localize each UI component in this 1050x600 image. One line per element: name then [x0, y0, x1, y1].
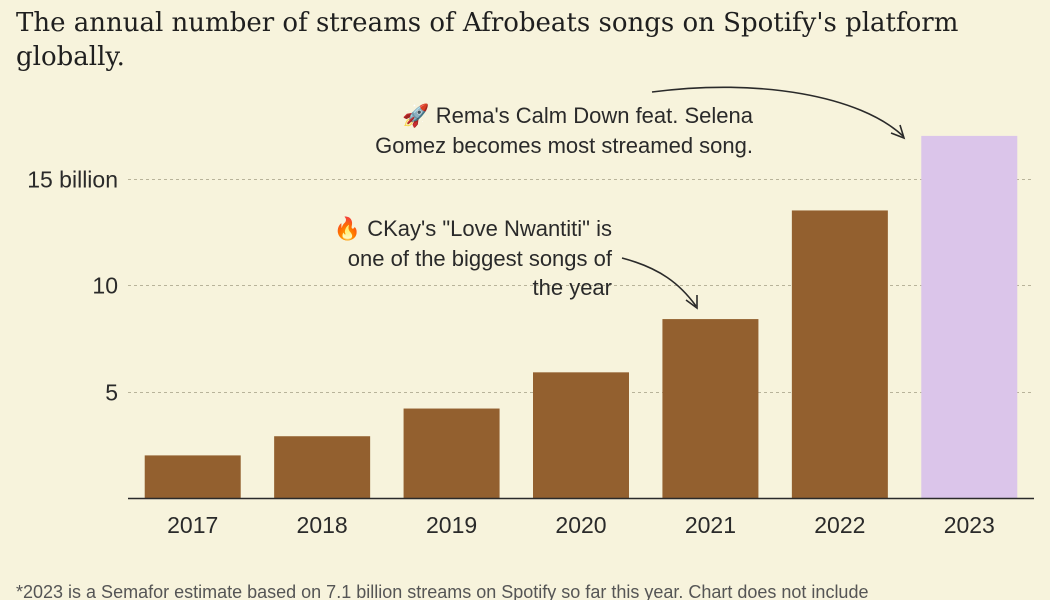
annotation-2023-text: Rema's Calm Down feat. Selena Gomez beco… — [375, 103, 753, 158]
bar-2021 — [662, 319, 759, 498]
x-tick-label-2021: 2021 — [685, 512, 736, 538]
fire-icon: 🔥 — [333, 217, 362, 242]
y-tick-label: 10 — [92, 273, 118, 299]
rocket-icon: 🚀 — [402, 104, 430, 129]
x-tick-label-2020: 2020 — [555, 512, 606, 538]
bar-2017 — [144, 455, 241, 498]
x-tick-label-2017: 2017 — [167, 512, 218, 538]
bars — [144, 135, 1018, 498]
chart-title: The annual number of streams of Afrobeat… — [16, 8, 959, 72]
annotation-2023: 🚀 Rema's Calm Down feat. Selena Gomez be… — [360, 101, 753, 160]
x-tick-label-2023: 2023 — [944, 512, 995, 538]
bar-2022 — [791, 210, 888, 498]
annotation-arrows — [621, 86, 906, 310]
y-tick-labels: 5 10 15 billion — [27, 167, 118, 406]
bar-2018 — [274, 436, 371, 498]
bar-2019 — [403, 408, 500, 498]
y-tick-label: 5 — [105, 380, 118, 406]
x-tick-label-2018: 2018 — [297, 512, 348, 538]
x-tick-label-2019: 2019 — [426, 512, 477, 538]
x-tick-labels: 2017 2018 2019 2020 2021 2022 2023 — [167, 512, 995, 538]
annotation-2021-text: CKay's "Love Nwantiti" is one of the big… — [347, 216, 612, 300]
annotation-arrow-2023-head — [890, 124, 906, 140]
bar-2020 — [533, 372, 629, 498]
footnote: *2023 is a Semafor estimate based on 7.1… — [16, 582, 869, 600]
annotation-2021: 🔥 CKay's "Love Nwantiti" is one of the b… — [318, 214, 612, 302]
bar-2023 — [921, 135, 1018, 498]
annotation-arrow-2021 — [621, 257, 697, 307]
x-tick-label-2022: 2022 — [814, 512, 865, 538]
annotation-arrow-2023 — [651, 86, 904, 137]
y-tick-label: 15 billion — [27, 167, 118, 193]
annotation-arrow-2021-head — [685, 295, 698, 310]
